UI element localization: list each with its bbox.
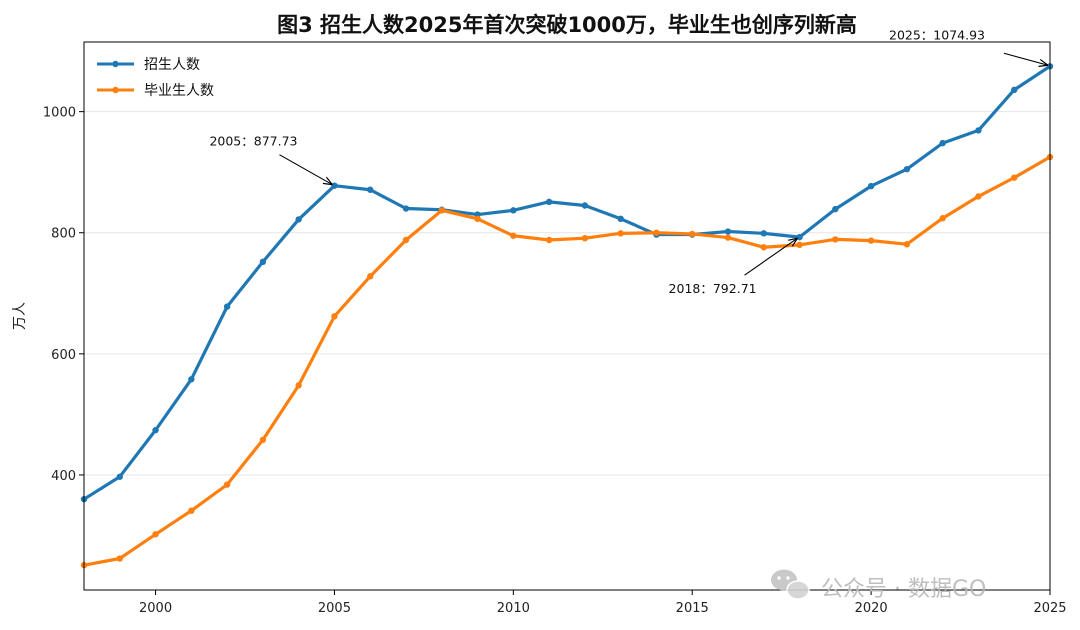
data-point: [188, 507, 195, 514]
data-point: [510, 207, 517, 214]
data-point: [903, 165, 911, 173]
data-point: [832, 205, 839, 213]
annotation-arrow: [1003, 52, 1048, 65]
annotation-0: 2005：877.73: [209, 134, 332, 185]
data-point: [903, 241, 911, 248]
data-point: [188, 376, 195, 383]
annotations: 2005：877.73 2018：792.71 2025：1074.93: [209, 27, 1048, 296]
data-point: [545, 198, 553, 206]
data-point: [331, 182, 338, 189]
data-point: [653, 229, 660, 236]
annotation-1: 2018：792.71: [669, 238, 798, 296]
annotation-label: 2018：792.71: [669, 281, 757, 296]
x-tick-label: 2020: [855, 601, 888, 616]
y-tick-label: 1000: [43, 106, 76, 121]
data-point: [796, 241, 803, 249]
data-point: [438, 207, 445, 214]
data-point: [510, 232, 517, 239]
data-point: [367, 186, 374, 193]
y-tick-label: 600: [51, 348, 76, 363]
y-tick-label: 800: [51, 227, 76, 242]
legend-entry-0: 招生人数: [97, 57, 200, 73]
x-tick-label: 2025: [1033, 601, 1066, 616]
x-tick-label: 2015: [676, 601, 709, 616]
annotation-2: 2025：1074.93: [889, 27, 1048, 65]
x-tick-label: 2010: [497, 601, 530, 616]
data-point: [975, 193, 982, 200]
data-point: [724, 234, 732, 241]
series-0: [80, 63, 1054, 503]
data-point: [152, 426, 159, 434]
watermark: 公众号 · 数据GO: [771, 569, 986, 602]
data-point: [223, 481, 231, 488]
data-point: [152, 531, 159, 538]
data-point: [867, 182, 875, 190]
data-point: [939, 139, 946, 147]
data-point: [545, 236, 553, 244]
y-tick-label: 400: [51, 469, 76, 484]
data-point: [867, 237, 875, 244]
data-point: [760, 244, 767, 251]
data-point: [975, 127, 982, 134]
data-point: [796, 233, 803, 241]
series-line-0: [82, 64, 1052, 501]
legend: 招生人数 毕业生人数: [97, 57, 214, 99]
annotation-arrow: [744, 238, 798, 276]
data-point: [689, 230, 696, 238]
data-point: [402, 205, 410, 212]
series-layer: [80, 63, 1054, 569]
data-point: [402, 236, 410, 244]
legend-label-0: 招生人数: [144, 57, 200, 73]
series-1: [80, 153, 1054, 569]
x-tick-label: 2005: [318, 601, 351, 616]
x-axis: 2000 2005 2010 2015 2020 2025: [139, 590, 1067, 616]
data-point: [295, 216, 302, 223]
annotation-label: 2025：1074.93: [889, 27, 985, 42]
plot-frame: [83, 41, 1051, 591]
legend-marker-1: [112, 86, 119, 94]
y-axis: 400 600 800 1000: [43, 106, 84, 484]
legend-label-1: 毕业生人数: [144, 83, 214, 99]
data-point: [581, 202, 589, 209]
data-point: [116, 473, 123, 480]
data-point: [331, 313, 338, 320]
legend-marker-0: [112, 60, 119, 68]
data-point: [223, 303, 231, 310]
annotation-label: 2005：877.73: [209, 134, 297, 149]
y-axis-label: 万人: [12, 302, 28, 330]
data-point: [1011, 174, 1018, 181]
watermark-text: 公众号 · 数据GO: [821, 577, 986, 602]
legend-entry-1: 毕业生人数: [97, 83, 214, 99]
data-point: [832, 236, 839, 243]
grid-lines: [84, 111, 1050, 476]
chart-title: 图3 招生人数2025年首次突破1000万，毕业生也创序列新高: [277, 13, 857, 37]
data-point: [724, 228, 732, 235]
data-point: [617, 215, 624, 223]
data-point: [116, 555, 123, 562]
data-point: [939, 215, 946, 222]
wechat-icon: [771, 569, 810, 600]
data-point: [760, 230, 767, 237]
data-point: [474, 215, 481, 223]
annotation-arrow: [279, 154, 332, 185]
data-point: [367, 273, 374, 280]
series-line-1: [82, 155, 1052, 567]
data-point: [581, 234, 589, 242]
data-point: [295, 382, 302, 389]
data-point: [259, 436, 267, 444]
data-point: [617, 230, 624, 237]
x-tick-label: 2000: [139, 601, 172, 616]
data-point: [259, 258, 267, 266]
data-point: [1011, 86, 1018, 94]
